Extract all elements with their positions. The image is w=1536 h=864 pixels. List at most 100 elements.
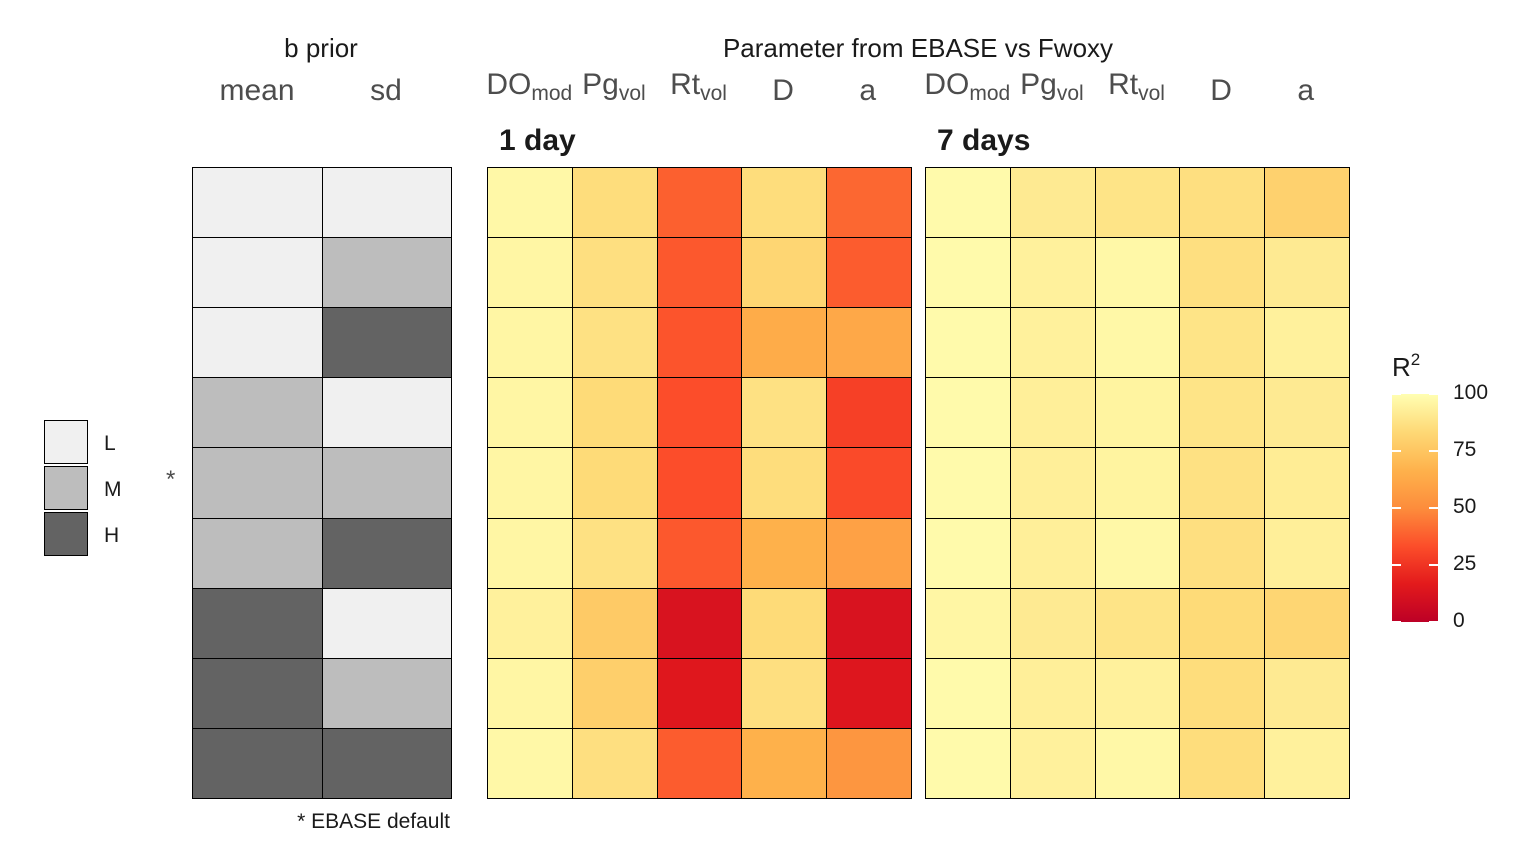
prior-cell xyxy=(193,238,322,308)
r2-tick-mark xyxy=(1429,393,1438,395)
prior-header: b prior xyxy=(284,33,358,63)
heatmap-cell xyxy=(742,448,827,518)
heatmap-cell xyxy=(657,378,742,448)
heatmap-cell xyxy=(657,308,742,378)
prior-cell xyxy=(322,518,451,588)
r2-tick-mark xyxy=(1392,621,1401,623)
heatmap-cell xyxy=(926,238,1010,308)
heatmap-cell xyxy=(1180,448,1265,518)
heatmap-cell xyxy=(1095,658,1180,728)
prior-cell xyxy=(193,588,322,658)
heatmap-cell xyxy=(488,728,572,798)
r2-tick-mark xyxy=(1392,564,1401,566)
heatmap-cell xyxy=(1095,518,1180,588)
column-header-pg-vol: Pgvol xyxy=(1020,68,1084,105)
heatmap-cell xyxy=(827,378,911,448)
heatmap-cell xyxy=(657,448,742,518)
heatmap-cell xyxy=(1265,378,1349,448)
heatmap-cell xyxy=(1180,518,1265,588)
prior-cell xyxy=(193,308,322,378)
heatmap-cell xyxy=(1010,658,1095,728)
heatmap-cell xyxy=(1180,588,1265,658)
prior-legend-label: M xyxy=(104,478,122,501)
heatmap-cell xyxy=(827,588,911,658)
heatmap-cell xyxy=(742,308,827,378)
prior-legend-key xyxy=(44,512,88,556)
r2-legend-title: R2 xyxy=(1392,350,1421,382)
heatmap-cell xyxy=(572,658,657,728)
heatmap-cell xyxy=(1010,518,1095,588)
r2-tick-mark xyxy=(1392,507,1401,509)
prior-col-sd: sd xyxy=(370,74,402,107)
prior-cell xyxy=(322,728,451,798)
heatmap-cell xyxy=(488,658,572,728)
heatmap-cell xyxy=(488,448,572,518)
heatmap-cell xyxy=(827,238,911,308)
heatmap-cell xyxy=(572,588,657,658)
column-header-a: a xyxy=(859,74,877,107)
prior-cell xyxy=(322,238,451,308)
heatmap-cell xyxy=(572,378,657,448)
heatmap-cell xyxy=(1180,168,1265,238)
prior-legend-label: H xyxy=(104,524,120,547)
heatmap-cell xyxy=(742,238,827,308)
chart-title: Parameter from EBASE vs Fwoxy xyxy=(722,33,1114,63)
r2-tick-mark xyxy=(1429,621,1438,623)
prior-cell xyxy=(322,168,451,238)
heatmap-cell xyxy=(572,518,657,588)
heatmap-cell xyxy=(1010,308,1095,378)
heatmap-cell xyxy=(572,728,657,798)
heatmap-cell xyxy=(572,308,657,378)
prior-cell xyxy=(193,378,322,448)
heatmap-cell xyxy=(1265,588,1349,658)
heatmap-cell xyxy=(1010,728,1095,798)
column-header-a: a xyxy=(1297,74,1315,107)
panel-title-7days: 7 days xyxy=(937,124,1031,157)
heatmap-1day xyxy=(487,167,912,799)
heatmap-cell xyxy=(1265,168,1349,238)
r2-tick-label: 100 xyxy=(1453,381,1489,404)
heatmap-cell xyxy=(742,728,827,798)
heatmap-cell xyxy=(657,588,742,658)
r2-tick-label: 75 xyxy=(1453,438,1477,461)
r2-tick-mark xyxy=(1429,507,1438,509)
heatmap-cell xyxy=(572,168,657,238)
column-header-rt-vol: Rtvol xyxy=(1108,68,1165,105)
r2-tick-label: 0 xyxy=(1453,609,1465,632)
heatmap-cell xyxy=(1095,308,1180,378)
prior-col-mean: mean xyxy=(219,74,295,107)
heatmap-cell xyxy=(1095,378,1180,448)
heatmap-cell xyxy=(1010,378,1095,448)
prior-cell xyxy=(322,448,451,518)
heatmap-cell xyxy=(926,448,1010,518)
heatmap-cell xyxy=(1180,658,1265,728)
heatmap-cell xyxy=(742,588,827,658)
heatmap-cell xyxy=(926,588,1010,658)
heatmap-cell xyxy=(488,588,572,658)
heatmap-cell xyxy=(1010,448,1095,518)
heatmap-cell xyxy=(572,238,657,308)
column-header-d: D xyxy=(1210,74,1232,107)
default-marker: * xyxy=(166,466,176,493)
heatmap-cell xyxy=(657,518,742,588)
heatmap-cell xyxy=(827,448,911,518)
column-header-do-mod: DOmod xyxy=(924,68,1011,105)
r2-tick-mark xyxy=(1429,564,1438,566)
r2-tick-mark xyxy=(1392,393,1401,395)
heatmap-cell xyxy=(1265,728,1349,798)
heatmap-cell xyxy=(1265,448,1349,518)
heatmap-cell xyxy=(1265,658,1349,728)
heatmap-cell xyxy=(926,168,1010,238)
heatmap-cell xyxy=(1095,448,1180,518)
heatmap-cell xyxy=(742,168,827,238)
heatmap-cell xyxy=(742,378,827,448)
heatmap-cell xyxy=(488,238,572,308)
heatmap-cell xyxy=(657,728,742,798)
heatmap-cell xyxy=(572,448,657,518)
column-header-do-mod: DOmod xyxy=(486,68,573,105)
heatmap-cell xyxy=(1010,588,1095,658)
heatmap-7days xyxy=(925,167,1350,799)
heatmap-cell xyxy=(1010,238,1095,308)
prior-cell xyxy=(322,588,451,658)
heatmap-cell xyxy=(1180,308,1265,378)
